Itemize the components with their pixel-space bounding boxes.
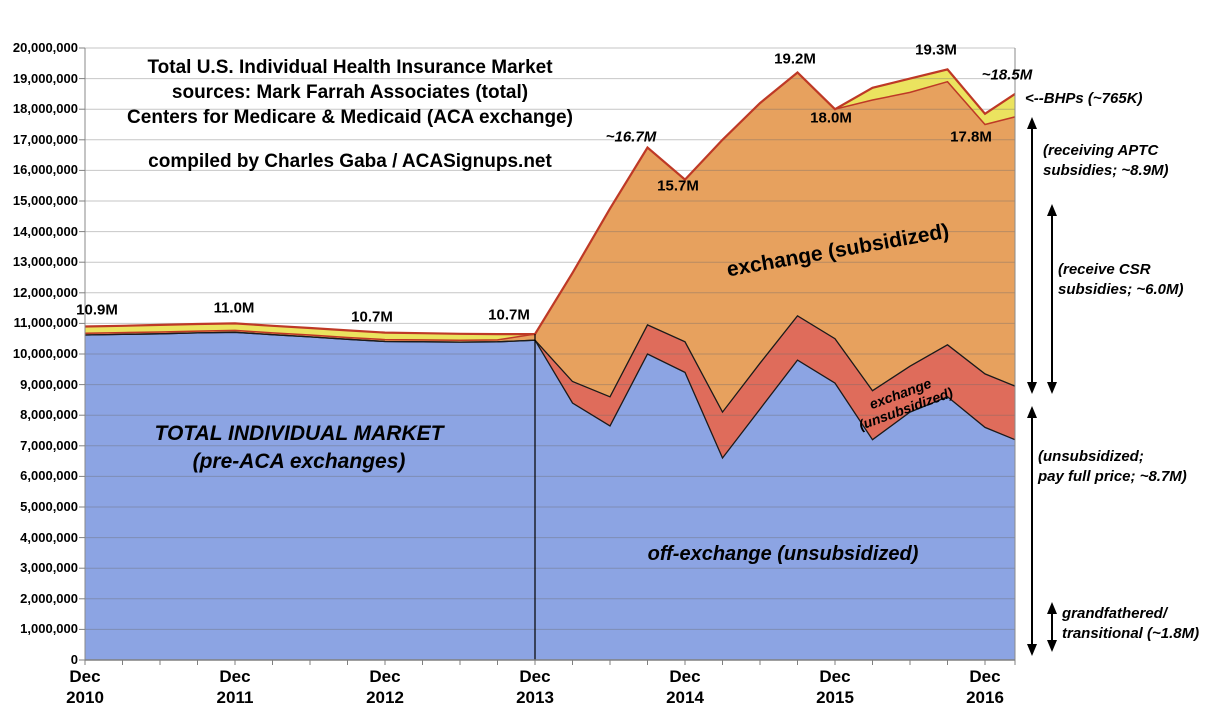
x-axis-label-month: Dec bbox=[219, 667, 251, 686]
x-axis-label: Dec 2012 bbox=[366, 666, 404, 708]
y-axis-label: 7,000,000 bbox=[20, 437, 78, 453]
data-point-label: 19.3M bbox=[915, 41, 957, 59]
x-axis-label-month: Dec bbox=[819, 667, 851, 686]
data-point-label: 15.7M bbox=[657, 177, 699, 195]
x-axis-label-year: 2013 bbox=[516, 688, 554, 707]
y-axis-label: 9,000,000 bbox=[20, 376, 78, 392]
aptc-annotation: (receiving APTC subsidies; ~8.9M) bbox=[1043, 141, 1168, 181]
x-axis-label: Dec 2015 bbox=[816, 666, 854, 708]
x-axis-label: Dec 2011 bbox=[217, 666, 254, 708]
area-exchange-unsubsidized bbox=[85, 315, 1015, 458]
y-axis-label: 17,000,000 bbox=[12, 131, 78, 147]
x-axis-label-year: 2016 bbox=[966, 688, 1004, 707]
range-arrow bbox=[1027, 406, 1037, 656]
aptc-annotation-line1: (receiving APTC bbox=[1043, 142, 1159, 159]
x-axis-label-month: Dec bbox=[669, 667, 701, 686]
aptc-annotation-line2: subsidies; ~8.9M) bbox=[1043, 162, 1169, 179]
chart-title-line1: Total U.S. Individual Health Insurance M… bbox=[147, 57, 553, 78]
y-axis-label: 3,000,000 bbox=[20, 560, 78, 576]
csr-annotation: (receive CSR subsidies; ~6.0M) bbox=[1058, 260, 1183, 300]
x-axis-label-month: Dec bbox=[519, 667, 551, 686]
total-market-label-line2: (pre-ACA exchanges) bbox=[192, 450, 406, 473]
y-axis-label: 16,000,000 bbox=[12, 162, 78, 178]
unsubsidized-annotation-line1: (unsubsidized; bbox=[1038, 448, 1144, 465]
y-axis-label: 13,000,000 bbox=[12, 254, 78, 270]
off-exchange-label: off-exchange (unsubsidized) bbox=[647, 543, 919, 565]
bhps-annotation: <--BHPs (~765K) bbox=[1025, 90, 1143, 107]
data-point-label: 10.7M bbox=[351, 308, 393, 326]
x-axis-label-year: 2012 bbox=[366, 688, 404, 707]
csr-annotation-line2: subsidies; ~6.0M) bbox=[1058, 281, 1184, 298]
data-point-label: 10.9M bbox=[76, 301, 118, 319]
y-axis-label: 20,000,000 bbox=[12, 40, 78, 55]
data-point-label: 10.7M bbox=[488, 306, 530, 324]
y-axis-label: 12,000,000 bbox=[12, 284, 78, 300]
total-market-label-line1: TOTAL INDIVIDUAL MARKET bbox=[154, 422, 444, 445]
range-arrow bbox=[1047, 204, 1057, 394]
x-axis-label-year: 2015 bbox=[816, 688, 854, 707]
y-axis-label: 5,000,000 bbox=[20, 499, 78, 514]
y-axis-label: 18,000,000 bbox=[12, 101, 78, 117]
total-market-line bbox=[84, 68, 1016, 336]
y-axis-label: 6,000,000 bbox=[20, 468, 78, 484]
chart-title-line3: Centers for Medicare & Medicaid (ACA exc… bbox=[127, 107, 573, 128]
range-arrow bbox=[1027, 117, 1037, 394]
data-point-label: ~16.7M bbox=[605, 128, 657, 146]
data-point-label: 11.0M bbox=[213, 299, 255, 317]
data-point-label: ~18.5M bbox=[981, 66, 1033, 84]
data-point-label: 18.0M bbox=[810, 109, 852, 127]
total-market-label: TOTAL INDIVIDUAL MARKET (pre-ACA exchang… bbox=[155, 420, 444, 476]
grandfathered-annotation: grandfathered/ transitional (~1.8M) bbox=[1062, 604, 1199, 644]
data-point-label: 17.8M bbox=[950, 128, 992, 146]
x-axis-label: Dec 2013 bbox=[516, 666, 554, 708]
range-arrow bbox=[1047, 602, 1057, 652]
y-axis-label: 1,000,000 bbox=[20, 621, 78, 637]
x-axis-label-month: Dec bbox=[969, 667, 1001, 686]
unsubsidized-annotation-line2: pay full price; ~8.7M) bbox=[1038, 468, 1187, 485]
area-exchange-subsidized bbox=[85, 72, 1015, 413]
chart-credit: compiled by Charles Gaba / ACASignups.ne… bbox=[148, 151, 552, 172]
y-axis-label: 4,000,000 bbox=[20, 529, 78, 545]
x-axis-label: Dec 2014 bbox=[666, 666, 704, 708]
area-off-exchange bbox=[85, 332, 1015, 660]
unsubsidized-annotation: (unsubsidized; pay full price; ~8.7M) bbox=[1038, 447, 1187, 487]
grandfathered-annotation-line1: grandfathered/ bbox=[1062, 605, 1168, 622]
grandfathered-annotation-line2: transitional (~1.8M) bbox=[1062, 625, 1200, 642]
exchange-unsubsidized-boundary-line bbox=[84, 314, 1016, 414]
x-axis-label: Dec 2010 bbox=[66, 666, 104, 708]
y-axis-label: 10,000,000 bbox=[12, 346, 78, 361]
x-axis-label-year: 2011 bbox=[216, 688, 254, 707]
x-axis-label-year: 2014 bbox=[666, 688, 704, 707]
y-axis-label: 11,000,000 bbox=[13, 315, 78, 331]
x-axis-label: Dec 2016 bbox=[966, 666, 1004, 708]
y-axis-label: 14,000,000 bbox=[12, 223, 78, 239]
y-axis-label: 0 bbox=[70, 652, 78, 667]
csr-annotation-line1: (receive CSR bbox=[1058, 261, 1151, 278]
x-axis-label-year: 2010 bbox=[66, 688, 104, 707]
y-axis-label: 19,000,000 bbox=[12, 70, 78, 86]
y-axis-label: 15,000,000 bbox=[12, 193, 78, 208]
y-axis-label: 2,000,000 bbox=[20, 590, 78, 606]
chart-title-line2: sources: Mark Farrah Associates (total) bbox=[171, 82, 529, 103]
x-axis-label-month: Dec bbox=[369, 667, 401, 686]
y-axis-label: 8,000,000 bbox=[20, 407, 78, 423]
x-axis-label-month: Dec bbox=[69, 667, 101, 686]
data-point-label: 19.2M bbox=[774, 50, 816, 68]
